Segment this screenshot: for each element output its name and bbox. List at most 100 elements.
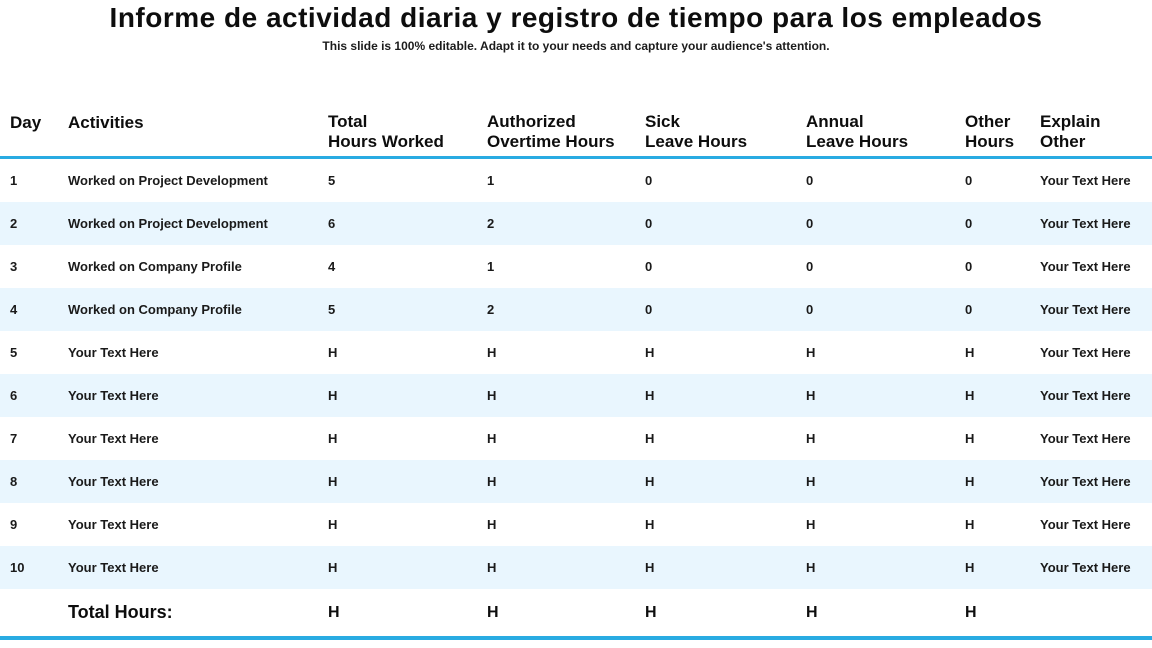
cell-sick: 0 bbox=[645, 302, 653, 317]
cell-total: H bbox=[328, 560, 338, 575]
cell-explain: Your Text Here bbox=[1040, 345, 1131, 360]
cell-annual: H bbox=[806, 517, 816, 532]
cell-annual: H bbox=[806, 560, 816, 575]
column-header-activities: Activities bbox=[68, 112, 144, 132]
cell-activities: Your Text Here bbox=[68, 517, 159, 532]
header-divider-line bbox=[0, 156, 1152, 159]
column-header-annual-leave: Annual Leave Hours bbox=[806, 111, 909, 151]
cell-day: 3 bbox=[10, 259, 18, 274]
table-header-row: Day Activities Total Hours Worked Author… bbox=[0, 100, 1152, 156]
table-row: 6 Your Text Here H H H H H Your Text Here bbox=[0, 374, 1152, 417]
cell-total: H bbox=[328, 474, 338, 489]
cell-overtime: 2 bbox=[487, 216, 495, 231]
cell-overtime: H bbox=[487, 560, 497, 575]
cell-day: 5 bbox=[10, 345, 18, 360]
cell-activities: Your Text Here bbox=[68, 431, 159, 446]
cell-activities: Your Text Here bbox=[68, 560, 159, 575]
cell-sick: H bbox=[645, 431, 655, 446]
cell-overtime: H bbox=[487, 431, 497, 446]
cell-total: H bbox=[328, 431, 338, 446]
cell-annual: H bbox=[806, 431, 816, 446]
cell-overtime: H bbox=[487, 474, 497, 489]
cell-sick: H bbox=[645, 474, 655, 489]
cell-overtime: 1 bbox=[487, 259, 495, 274]
cell-day: 8 bbox=[10, 474, 18, 489]
cell-activities: Your Text Here bbox=[68, 388, 159, 403]
cell-annual: H bbox=[806, 388, 816, 403]
table-row: 1 Worked on Project Development 5 1 0 0 0 Your … bbox=[0, 159, 1152, 202]
table-row: 8 Your Text Here H H H H H Your Text Here bbox=[0, 460, 1152, 503]
cell-explain: Your Text Here bbox=[1040, 388, 1131, 403]
column-header-other-hours: Other Hours bbox=[965, 111, 1015, 151]
cell-sick: 0 bbox=[645, 259, 653, 274]
page-title: Informe de actividad diaria y registro d… bbox=[109, 2, 1043, 33]
cell-sick: 0 bbox=[645, 173, 653, 188]
cell-explain: Your Text Here bbox=[1040, 302, 1131, 317]
table-row: 5 Your Text Here H H H H H Your Text Here bbox=[0, 331, 1152, 374]
cell-total: 5 bbox=[328, 173, 336, 188]
cell-other: H bbox=[965, 474, 975, 489]
column-header-overtime-hours: Authorized Overtime Hours bbox=[487, 111, 615, 151]
cell-activities: Your Text Here bbox=[68, 474, 159, 489]
cell-total: H bbox=[328, 517, 338, 532]
table-row: 9 Your Text Here H H H H H Your Text Here bbox=[0, 503, 1152, 546]
cell-day: 10 bbox=[10, 560, 25, 575]
cell-other: H bbox=[965, 560, 975, 575]
cell-annual: 0 bbox=[806, 216, 814, 231]
cell-total: 6 bbox=[328, 216, 336, 231]
activity-report-table: Day Activities Total Hours Worked Author… bbox=[0, 100, 1152, 640]
cell-other: 0 bbox=[965, 302, 973, 317]
cell-other: 0 bbox=[965, 216, 973, 231]
cell-other: H bbox=[965, 431, 975, 446]
cell-annual: H bbox=[806, 345, 816, 360]
table-row: 2 Worked on Project Development 6 2 0 0 0 Your … bbox=[0, 202, 1152, 245]
table-row: 4 Worked on Company Profile 5 2 0 0 0 Your Text… bbox=[0, 288, 1152, 331]
cell-sick: H bbox=[645, 560, 655, 575]
total-cell-overtime: H bbox=[487, 603, 499, 621]
column-header-explain-other: Explain Other bbox=[1040, 111, 1101, 151]
table-row: 10 Your Text Here H H H H H Your Text Here bbox=[0, 546, 1152, 589]
cell-day: 9 bbox=[10, 517, 18, 532]
cell-other: H bbox=[965, 345, 975, 360]
total-cell-other: H bbox=[965, 603, 977, 621]
total-row: Total Hours: H H H H H bbox=[0, 589, 1152, 636]
cell-total: H bbox=[328, 388, 338, 403]
cell-activities: Your Text Here bbox=[68, 345, 159, 360]
cell-day: 2 bbox=[10, 216, 18, 231]
table-bottom-line bbox=[0, 636, 1152, 640]
cell-day: 7 bbox=[10, 431, 18, 446]
cell-overtime: H bbox=[487, 517, 497, 532]
cell-overtime: 1 bbox=[487, 173, 495, 188]
cell-sick: H bbox=[645, 517, 655, 532]
cell-total: H bbox=[328, 345, 338, 360]
cell-other: 0 bbox=[965, 173, 973, 188]
total-hours-label: Total Hours: bbox=[68, 602, 173, 622]
table-body: 1 Worked on Project Development 5 1 0 0 0 Your … bbox=[0, 159, 1152, 589]
table-row: 7 Your Text Here H H H H H Your Text Here bbox=[0, 417, 1152, 460]
cell-other: H bbox=[965, 517, 975, 532]
cell-overtime: 2 bbox=[487, 302, 495, 317]
column-header-day: Day bbox=[10, 112, 42, 132]
total-cell-total: H bbox=[328, 603, 340, 621]
cell-annual: H bbox=[806, 474, 816, 489]
cell-other: H bbox=[965, 388, 975, 403]
cell-day: 4 bbox=[10, 302, 18, 317]
cell-day: 1 bbox=[10, 173, 18, 188]
cell-other: 0 bbox=[965, 259, 973, 274]
cell-explain: Your Text Here bbox=[1040, 173, 1131, 188]
cell-total: 4 bbox=[328, 259, 336, 274]
cell-total: 5 bbox=[328, 302, 336, 317]
cell-sick: H bbox=[645, 388, 655, 403]
cell-explain: Your Text Here bbox=[1040, 216, 1131, 231]
page-subtitle: This slide is 100% editable. Adapt it to… bbox=[322, 39, 830, 53]
cell-explain: Your Text Here bbox=[1040, 259, 1131, 274]
cell-activities: Worked on Company Profile bbox=[68, 302, 242, 317]
cell-day: 6 bbox=[10, 388, 18, 403]
cell-annual: 0 bbox=[806, 173, 814, 188]
cell-overtime: H bbox=[487, 388, 497, 403]
cell-annual: 0 bbox=[806, 259, 814, 274]
column-header-sick-leave: Sick Leave Hours bbox=[645, 111, 748, 151]
cell-explain: Your Text Here bbox=[1040, 517, 1131, 532]
column-header-total-hours: Total Hours Worked bbox=[328, 111, 444, 151]
cell-explain: Your Text Here bbox=[1040, 474, 1131, 489]
